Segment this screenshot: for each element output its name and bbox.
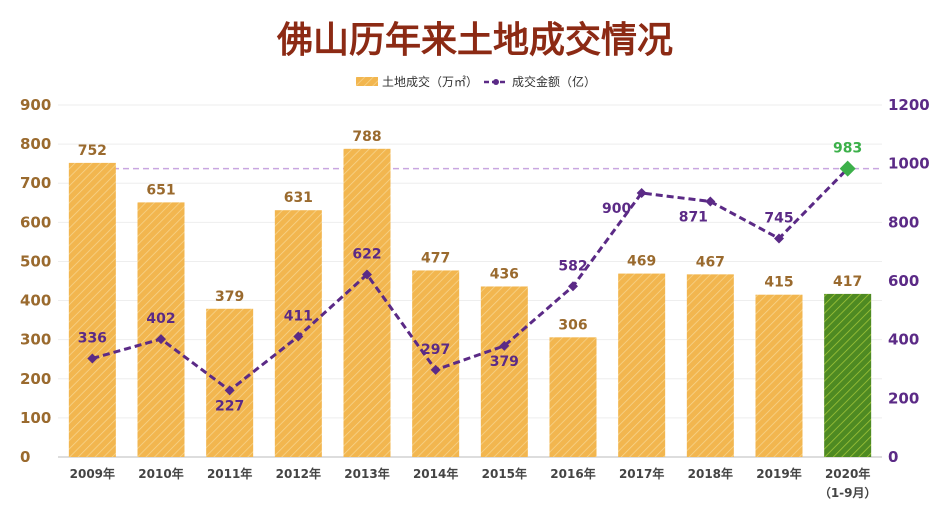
left-tick-label: 0 bbox=[20, 448, 30, 466]
bar-value-label: 477 bbox=[421, 250, 450, 266]
line-value-label: 582 bbox=[558, 258, 587, 274]
bar-value-label: 415 bbox=[764, 275, 793, 291]
bar-value-label: 651 bbox=[146, 182, 175, 198]
line-point-marker bbox=[705, 196, 716, 207]
x-tick-sublabel: （1-9月） bbox=[819, 485, 877, 500]
bar bbox=[206, 308, 254, 457]
left-tick-label: 700 bbox=[20, 174, 51, 192]
line-value-label: 227 bbox=[215, 398, 244, 414]
x-tick-label: 2014年 bbox=[413, 466, 458, 481]
line-point-marker bbox=[362, 269, 372, 280]
x-tick-label: 2016年 bbox=[550, 466, 595, 481]
x-tick-label: 2010年 bbox=[138, 466, 183, 481]
right-tick-label: 200 bbox=[888, 389, 919, 407]
left-tick-label: 900 bbox=[20, 96, 51, 114]
line-point-marker bbox=[839, 160, 856, 177]
line-value-label: 983 bbox=[833, 141, 862, 157]
left-tick-label: 500 bbox=[20, 252, 51, 270]
bar bbox=[549, 337, 597, 457]
bar bbox=[686, 274, 734, 457]
legend-bar-swatch bbox=[356, 77, 378, 86]
bar bbox=[824, 293, 872, 457]
bar-value-label: 469 bbox=[627, 254, 656, 270]
bar-value-label: 631 bbox=[284, 190, 313, 206]
line-point-marker bbox=[156, 334, 166, 345]
line-value-label: 379 bbox=[490, 354, 519, 370]
bar bbox=[68, 162, 116, 457]
legend-bar-label: 土地成交（万㎡） bbox=[382, 74, 478, 89]
x-tick-label: 2011年 bbox=[207, 466, 252, 481]
line-value-label: 402 bbox=[146, 311, 175, 327]
left-tick-label: 300 bbox=[20, 331, 51, 349]
left-tick-label: 800 bbox=[20, 135, 51, 153]
line-point-marker bbox=[87, 353, 98, 364]
right-tick-label: 1200 bbox=[888, 96, 930, 114]
bar-value-label: 306 bbox=[558, 317, 587, 333]
bar bbox=[618, 273, 666, 457]
right-tick-label: 800 bbox=[888, 213, 919, 231]
bar bbox=[755, 294, 803, 457]
line-value-label: 336 bbox=[78, 330, 107, 346]
line-point-marker bbox=[293, 331, 304, 342]
bar bbox=[412, 270, 460, 457]
bar bbox=[480, 286, 528, 457]
line-point-marker bbox=[636, 188, 647, 198]
legend-line-label: 成交金额（亿） bbox=[512, 74, 596, 89]
x-tick-label: 2013年 bbox=[344, 466, 389, 481]
bar bbox=[137, 202, 185, 457]
bar-value-label: 788 bbox=[352, 129, 381, 145]
x-tick-label: 2015年 bbox=[482, 466, 527, 481]
bar-value-label: 379 bbox=[215, 289, 244, 305]
bar-value-label: 752 bbox=[78, 143, 107, 159]
x-tick-label: 2012年 bbox=[276, 466, 321, 481]
line-value-label: 871 bbox=[679, 210, 708, 226]
left-tick-label: 100 bbox=[20, 409, 51, 427]
legend: 土地成交（万㎡） 成交金额（亿） bbox=[356, 74, 596, 89]
x-tick-label: 2018年 bbox=[688, 466, 733, 481]
amount-line bbox=[91, 167, 849, 393]
line-point-marker bbox=[499, 340, 510, 351]
bar-value-label: 417 bbox=[833, 274, 862, 290]
left-tick-label: 600 bbox=[20, 213, 51, 231]
line-point-marker bbox=[774, 233, 784, 244]
chart-title: 佛山历年来土地成交情况 bbox=[276, 19, 673, 61]
right-tick-label: 400 bbox=[888, 331, 919, 349]
left-tick-label: 200 bbox=[20, 370, 51, 388]
line-value-label: 411 bbox=[284, 308, 313, 324]
line-value-label: 745 bbox=[764, 210, 793, 226]
bar bbox=[343, 148, 391, 457]
x-tick-label: 2019年 bbox=[756, 466, 801, 481]
line-value-label: 900 bbox=[602, 201, 631, 217]
left-tick-label: 400 bbox=[20, 292, 51, 310]
x-tick-label: 2020年 bbox=[825, 466, 870, 481]
legend-line-marker bbox=[493, 79, 499, 85]
x-tick-label: 2009年 bbox=[70, 466, 115, 481]
bar-value-label: 436 bbox=[490, 266, 519, 282]
line-point-marker bbox=[224, 385, 235, 396]
line-point-marker bbox=[568, 281, 578, 292]
right-tick-label: 1000 bbox=[888, 155, 930, 173]
bar-value-label: 467 bbox=[696, 254, 725, 270]
right-tick-label: 600 bbox=[888, 272, 919, 290]
line-value-label: 622 bbox=[352, 247, 381, 263]
line-point-marker bbox=[430, 364, 441, 375]
line-value-label: 297 bbox=[421, 342, 450, 358]
right-tick-label: 0 bbox=[888, 448, 898, 466]
x-tick-label: 2017年 bbox=[619, 466, 664, 481]
